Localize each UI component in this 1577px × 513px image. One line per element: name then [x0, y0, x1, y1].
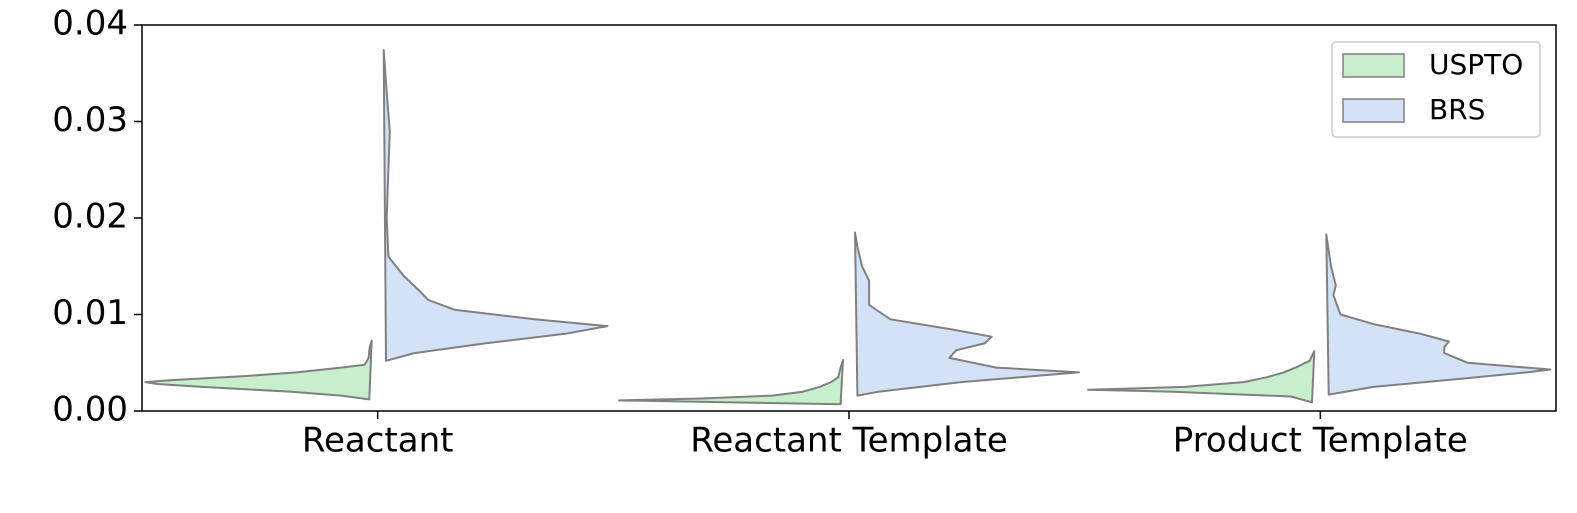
legend-label: USPTO: [1429, 48, 1523, 81]
violin: [1325, 233, 1552, 396]
y-tick-label: 0.00: [52, 390, 128, 430]
x-tick-label: Reactant Template: [690, 421, 1008, 461]
violin: [854, 231, 1080, 397]
violin: [382, 49, 609, 362]
violin: [618, 358, 844, 406]
legend-swatch: [1342, 98, 1405, 123]
x-tick-label: Reactant: [302, 421, 454, 461]
y-tick-label: 0.02: [52, 197, 128, 237]
legend-swatch: [1342, 53, 1405, 78]
violin: [144, 339, 373, 401]
x-tick-label: Product Template: [1173, 421, 1468, 461]
violin: [1087, 350, 1316, 404]
y-tick-label: 0.01: [52, 293, 128, 333]
y-tick-label: 0.04: [52, 4, 128, 44]
legend-label: BRS: [1429, 93, 1485, 126]
y-tick-label: 0.03: [52, 100, 128, 140]
